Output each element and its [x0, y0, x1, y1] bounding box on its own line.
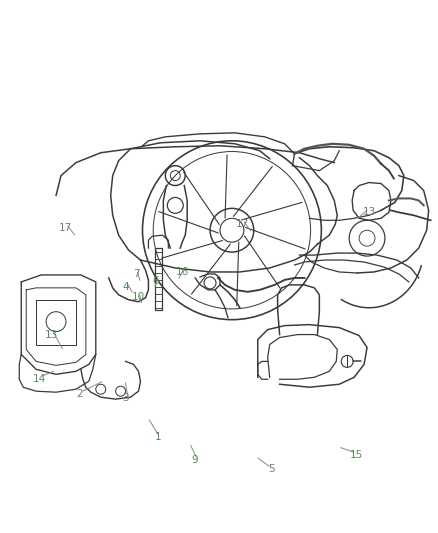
Text: 15: 15 — [350, 449, 363, 459]
Text: 16: 16 — [175, 267, 189, 277]
Text: 4: 4 — [122, 281, 129, 292]
Text: 1: 1 — [155, 432, 161, 442]
Text: 3: 3 — [122, 393, 129, 403]
Text: 6: 6 — [152, 276, 159, 286]
Text: 5: 5 — [268, 464, 275, 474]
Text: 13: 13 — [363, 207, 376, 217]
Text: 17: 17 — [59, 223, 72, 233]
Text: 13: 13 — [45, 330, 58, 341]
Text: 10: 10 — [132, 292, 145, 302]
Text: 14: 14 — [33, 374, 46, 384]
Text: 9: 9 — [192, 455, 198, 465]
Text: 2: 2 — [76, 389, 83, 399]
Text: 17: 17 — [237, 219, 250, 229]
Text: 7: 7 — [133, 270, 140, 279]
